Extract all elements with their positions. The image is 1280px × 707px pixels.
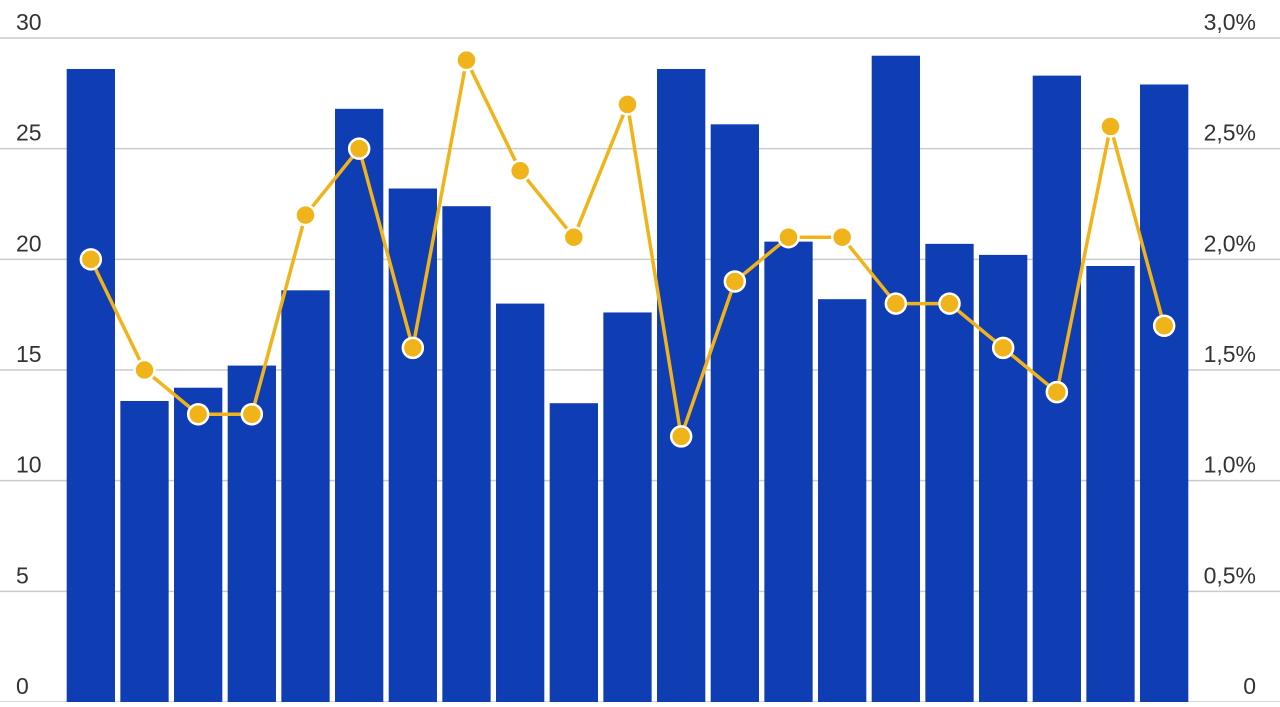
bar xyxy=(66,68,115,702)
line-point xyxy=(133,358,156,382)
y2-tick-label: 2,5% xyxy=(1204,120,1256,146)
line-point xyxy=(723,270,747,293)
line-point xyxy=(347,137,371,160)
y-tick-label: 30 xyxy=(16,9,42,35)
line-point xyxy=(669,425,693,448)
y2-tick-label: 3,0% xyxy=(1204,9,1256,35)
y2-tick-label: 1,5% xyxy=(1204,341,1256,367)
y-tick-label: 5 xyxy=(16,562,29,588)
y-tick-label: 25 xyxy=(16,120,42,146)
bar xyxy=(979,254,1028,702)
y2-tick-label: 0,5% xyxy=(1204,562,1256,588)
bars xyxy=(66,55,1189,703)
bar xyxy=(549,403,598,702)
bar xyxy=(335,108,384,703)
y2-tick-label: 0 xyxy=(1243,673,1256,699)
line-point xyxy=(240,403,264,426)
bar xyxy=(174,387,223,702)
line-point xyxy=(1152,314,1176,337)
y-tick-label: 20 xyxy=(16,230,42,256)
bar xyxy=(871,55,920,702)
bar xyxy=(388,188,437,703)
bar xyxy=(496,303,545,702)
line-point xyxy=(455,48,478,72)
line-point xyxy=(508,159,532,183)
y2-tick-label: 2,0% xyxy=(1204,230,1256,256)
bar xyxy=(442,206,491,703)
line-point xyxy=(938,292,961,315)
y-tick-label: 10 xyxy=(16,452,42,478)
line-point xyxy=(884,292,908,315)
line-point xyxy=(777,225,800,249)
y-tick-label: 0 xyxy=(16,673,29,699)
bar xyxy=(1086,265,1135,702)
line-point xyxy=(1099,115,1122,138)
bar xyxy=(818,299,867,702)
line-series xyxy=(79,48,1176,448)
line-point xyxy=(294,203,317,227)
bar xyxy=(764,241,813,703)
line-point xyxy=(401,336,425,360)
line-point xyxy=(830,225,854,249)
y-tick-label: 15 xyxy=(16,341,42,367)
bar xyxy=(603,312,652,702)
bar xyxy=(281,290,330,702)
bar xyxy=(1140,84,1189,703)
bar xyxy=(925,243,974,702)
line-point xyxy=(616,93,639,116)
bar xyxy=(120,400,169,702)
y2-tick-label: 1,0% xyxy=(1204,452,1256,478)
axis-labels: 0 5 10 15 20 25 30 0 0,5% 1,0% 1,5% 2,0% 2,5% 3,0% xyxy=(16,9,1256,699)
line-point xyxy=(1045,380,1069,404)
line-point xyxy=(991,336,1015,360)
line-point xyxy=(79,248,103,271)
line-point xyxy=(562,225,586,249)
line-point xyxy=(186,403,210,426)
bar xyxy=(710,124,759,702)
